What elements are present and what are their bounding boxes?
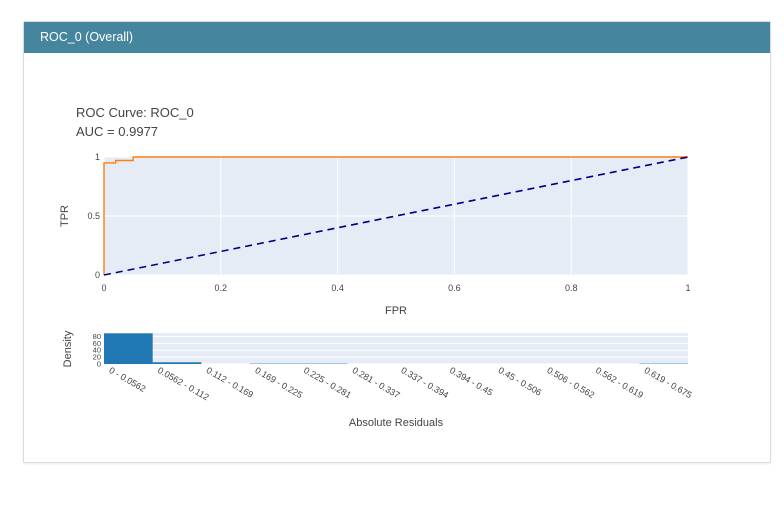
hist-x-tick-label: 0.169 - 0.225 xyxy=(253,365,304,400)
roc-xlabel: FPR xyxy=(385,305,407,317)
hist-y-tick-label: 20 xyxy=(93,353,101,362)
hist-y-tick-label: 80 xyxy=(93,332,101,341)
roc-y-tick-label: 0 xyxy=(95,270,100,280)
roc-x-tick-label: 0.4 xyxy=(331,283,344,293)
hist-grid xyxy=(104,335,688,365)
hist-x-tick-label: 0.45 - 0.506 xyxy=(497,365,544,398)
hist-y-tick-label: 0 xyxy=(97,360,101,369)
hist-ylabel: Density xyxy=(62,330,74,367)
roc-x-tick-label: 0.6 xyxy=(448,283,461,293)
roc-y-tick-label: 1 xyxy=(95,152,100,162)
hist-y-tick-label: 60 xyxy=(93,339,101,348)
hist-xlabel: Absolute Residuals xyxy=(349,417,444,429)
roc-curve-line xyxy=(103,156,688,275)
hist-x-tick-label: 0.394 - 0.45 xyxy=(448,365,495,398)
hist-x-tick-label: 0 - 0.0562 xyxy=(107,365,147,394)
hist-bar xyxy=(104,333,153,364)
auc-label: AUC = 0.9977 xyxy=(76,124,159,139)
roc-ylabel: TPR xyxy=(59,205,71,227)
hist-x-tick-label: 0.281 - 0.337 xyxy=(351,365,402,400)
roc-x-tick-label: 0 xyxy=(101,283,106,293)
hist-x-tick-label: 0.619 - 0.675 xyxy=(643,365,694,400)
hist-x-tick-label: 0.337 - 0.394 xyxy=(399,365,450,400)
hist-plot-area xyxy=(104,333,688,364)
hist-x-tick-label: 0.506 - 0.562 xyxy=(545,365,596,400)
hist-x-tick-label: 0.0562 - 0.112 xyxy=(156,365,211,402)
roc-x-tick-label: 1 xyxy=(685,283,690,293)
roc-ticks: 0 0.2 0.4 0.6 0.8 1 0 0.5 1 xyxy=(87,152,690,293)
roc-x-tick-label: 0.8 xyxy=(565,283,578,293)
hist-x-tick-label: 0.562 - 0.619 xyxy=(594,365,645,400)
roc-diagonal-line xyxy=(103,156,689,276)
hist-bars xyxy=(104,333,688,364)
hist-x-tick-label: 0.225 - 0.281 xyxy=(302,365,353,400)
roc-y-tick-label: 0.5 xyxy=(87,211,100,221)
card-header: ROC_0 (Overall) xyxy=(24,22,770,53)
hist-y-tick-label: 40 xyxy=(93,346,101,355)
roc-x-tick-label: 0.2 xyxy=(215,283,228,293)
card-title: ROC_0 (Overall) xyxy=(40,30,134,44)
roc-title: ROC Curve: ROC_0 xyxy=(76,105,194,120)
hist-bar xyxy=(152,362,202,364)
hist-x-tick-label: 0.112 - 0.169 xyxy=(205,365,255,400)
roc-lines xyxy=(103,156,689,276)
